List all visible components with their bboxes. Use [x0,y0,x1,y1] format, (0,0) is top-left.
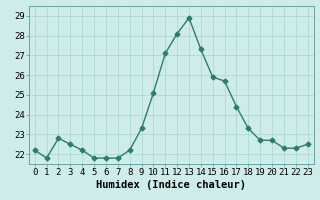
X-axis label: Humidex (Indice chaleur): Humidex (Indice chaleur) [96,180,246,190]
